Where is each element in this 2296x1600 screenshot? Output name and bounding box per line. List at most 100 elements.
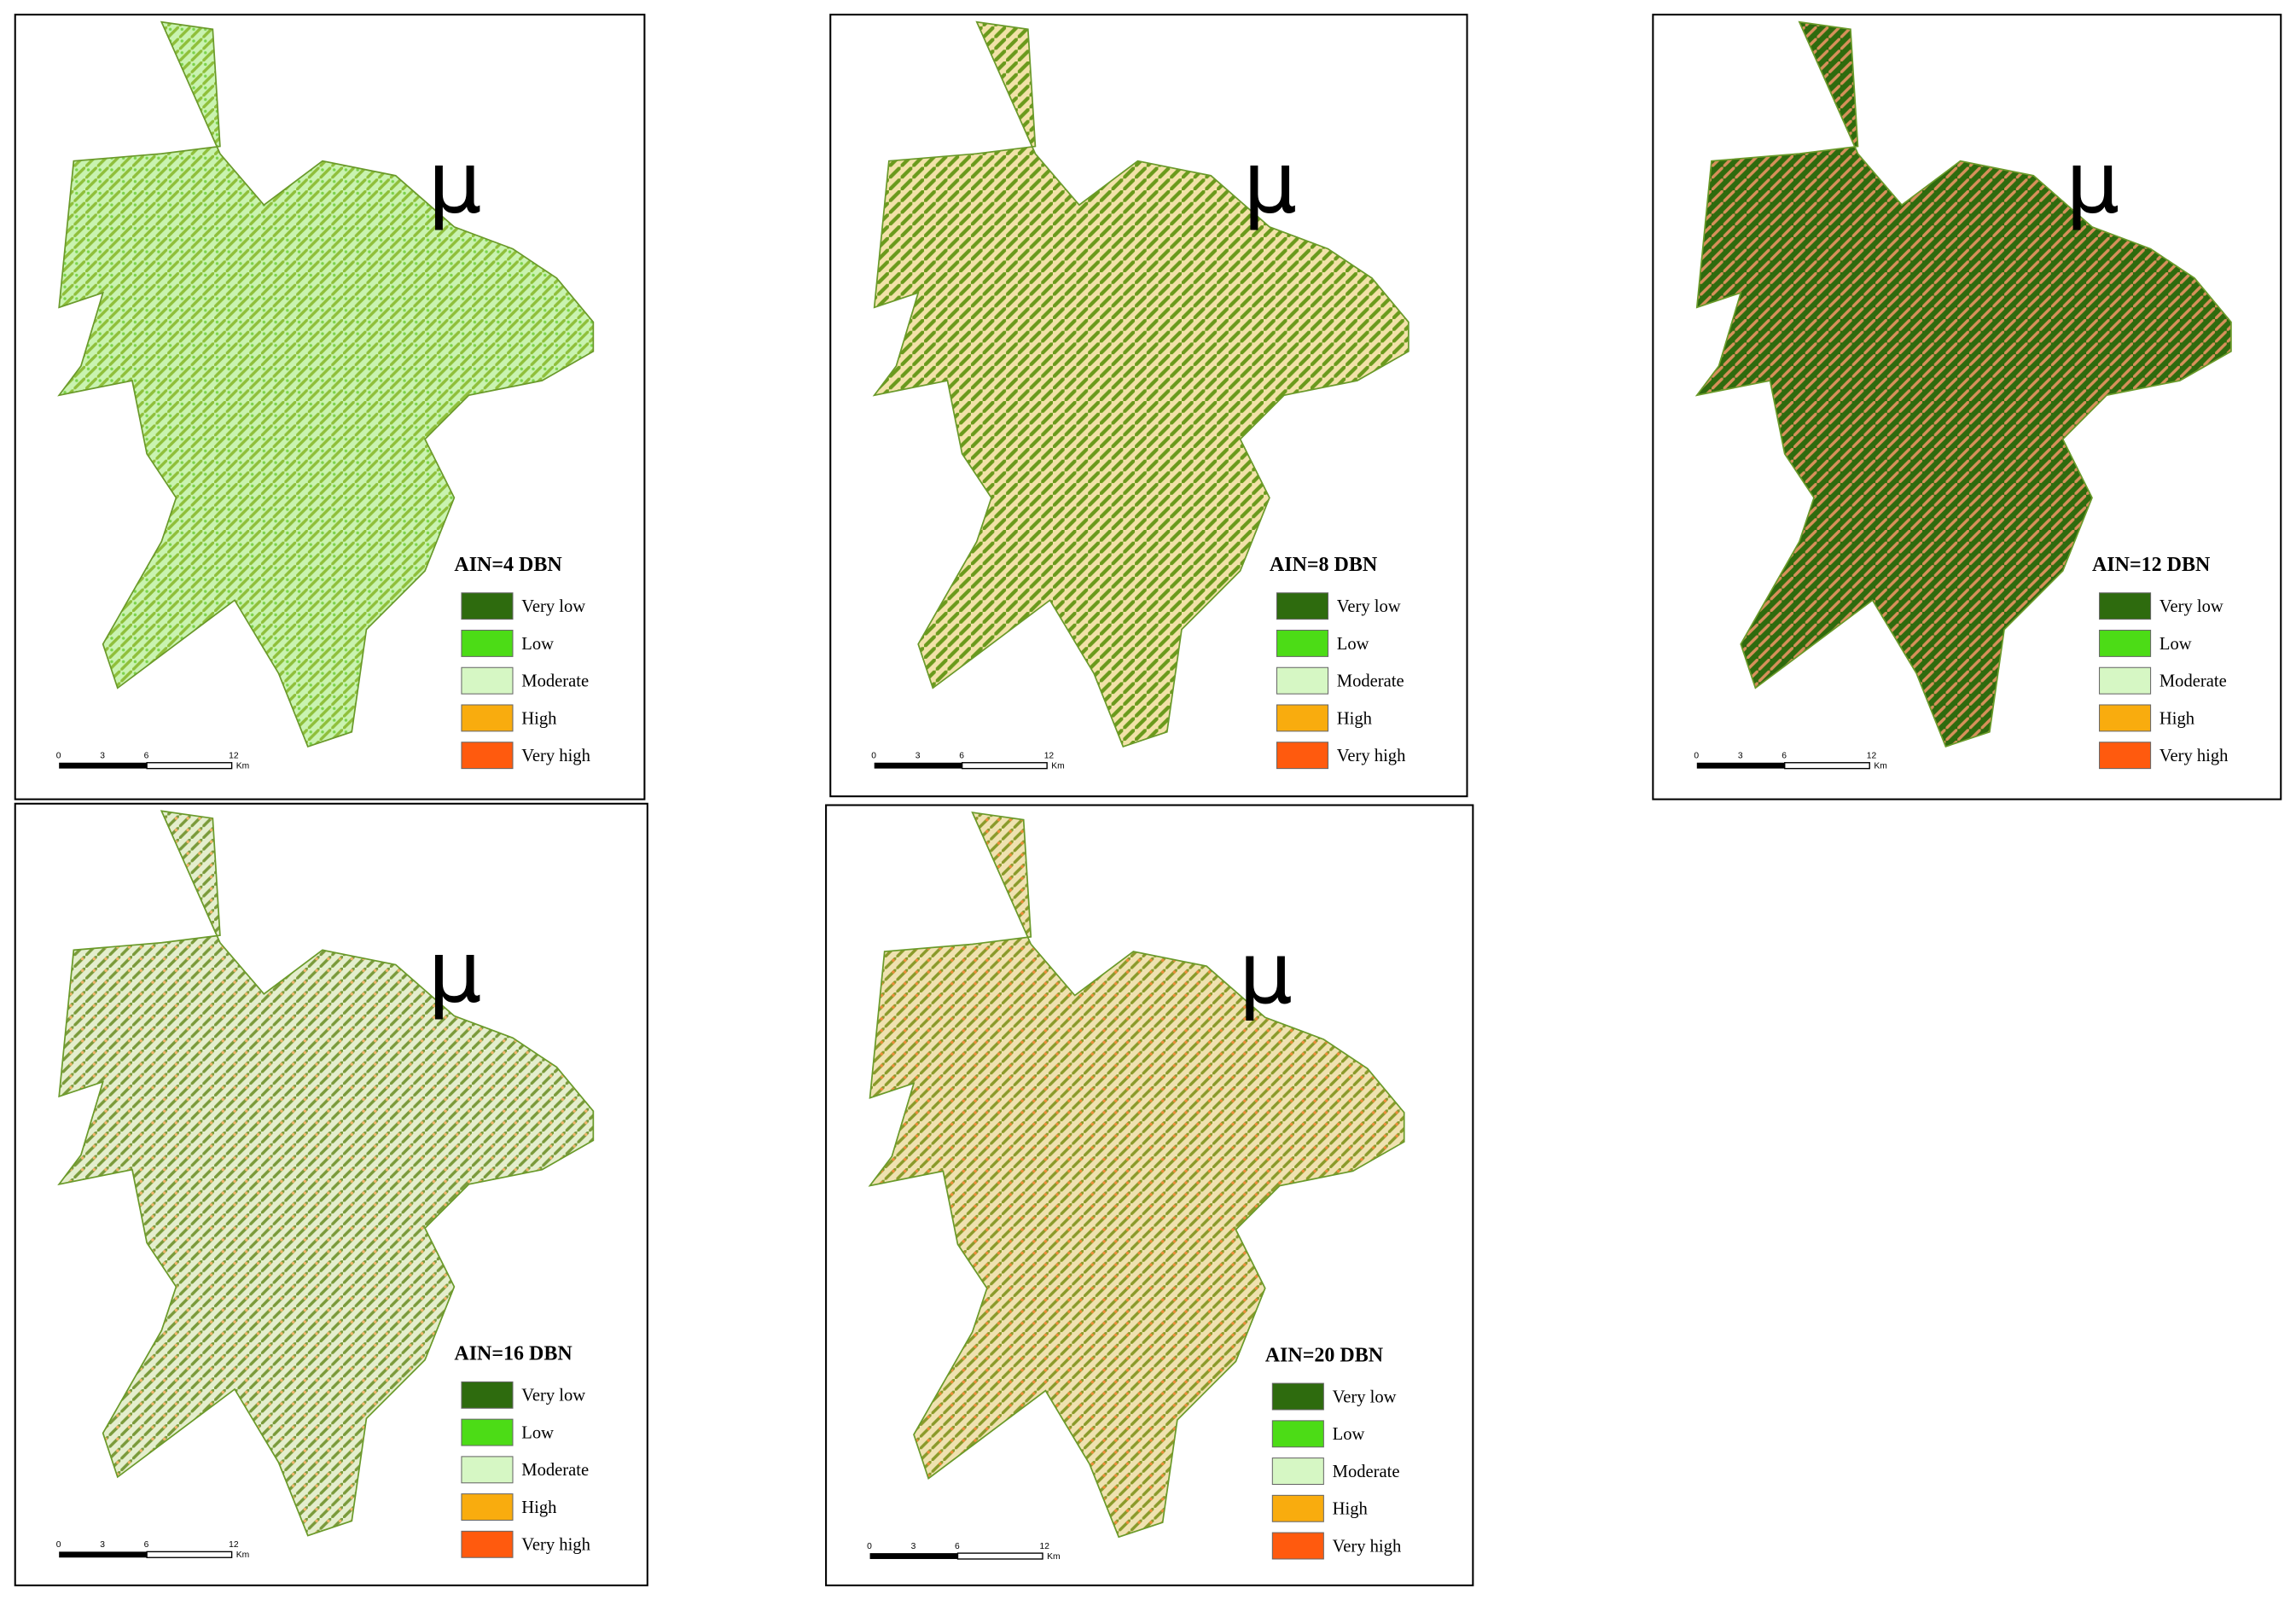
scale-label: Km <box>236 762 249 771</box>
legend-swatch <box>461 1530 514 1558</box>
map-panel: μ AIN=20 DBN Very low Low Moderate High Very h… <box>825 804 1474 1586</box>
legend-label: Very low <box>1333 1388 1397 1406</box>
legend-label: Very high <box>1337 747 1406 765</box>
scale-label: 6 <box>1782 752 1787 761</box>
legend-swatch <box>461 629 514 657</box>
basin-map <box>57 810 595 1537</box>
legend-swatch <box>2099 666 2152 695</box>
scale-bar <box>1696 762 1785 769</box>
legend-label: Low <box>521 1423 554 1442</box>
scale-label: 0 <box>867 1542 872 1551</box>
legend-swatch <box>2099 629 2152 657</box>
legend-title: AIN=16 DBN <box>454 1343 573 1365</box>
legend-swatch <box>2099 704 2152 732</box>
scale-bar <box>1784 762 1870 770</box>
scale-bar <box>869 1553 958 1559</box>
scale-bar <box>961 762 1048 770</box>
legend-swatch <box>1276 629 1329 657</box>
scale-label: 0 <box>1694 752 1699 761</box>
scale-label: 6 <box>955 1542 960 1551</box>
legend-label: Very low <box>1337 597 1401 616</box>
legend-label: Moderate <box>1337 672 1404 691</box>
scale-label: 12 <box>1867 752 1877 761</box>
legend-label: High <box>521 709 557 728</box>
legend-title: AIN=4 DBN <box>454 554 562 576</box>
legend-swatch <box>461 1493 514 1521</box>
north-arrow: μ <box>1243 135 1297 233</box>
basin-map <box>872 20 1410 748</box>
scale-label: 12 <box>1044 752 1055 761</box>
legend-label: Very high <box>521 1536 590 1555</box>
scale-bar <box>59 762 148 769</box>
legend-label: Very high <box>521 747 590 765</box>
legend-swatch <box>1271 1420 1324 1448</box>
map-panel: μ AIN=8 DBN Very low Low Moderate High Very hi… <box>829 14 1468 798</box>
legend-swatch <box>1271 1382 1324 1411</box>
scale-label: 3 <box>911 1542 916 1551</box>
scale-label: Km <box>236 1551 249 1560</box>
scale-label: 6 <box>959 752 964 761</box>
scale-label: Km <box>1047 1552 1060 1562</box>
legend-title: AIN=8 DBN <box>1270 554 1378 576</box>
legend-label: Moderate <box>521 672 589 691</box>
legend-label: Low <box>1337 635 1369 654</box>
north-arrow: μ <box>427 135 481 233</box>
legend-swatch <box>1271 1457 1324 1485</box>
legend-label: High <box>1333 1500 1369 1519</box>
legend-swatch <box>2099 592 2152 620</box>
legend-title: AIN=12 DBN <box>2092 554 2211 576</box>
legend-swatch <box>461 1418 514 1446</box>
legend-label: High <box>1337 709 1373 728</box>
scale-label: 6 <box>144 752 149 761</box>
legend-label: Moderate <box>1333 1463 1400 1481</box>
legend-label: Very low <box>2159 597 2223 616</box>
scale-label: 0 <box>56 752 61 761</box>
scale-bar <box>874 762 962 769</box>
legend-swatch <box>461 1381 514 1409</box>
legend-swatch <box>1271 1532 1324 1560</box>
scale-label: 0 <box>56 1540 61 1550</box>
legend-swatch <box>2099 742 2152 770</box>
basin-map <box>57 20 595 748</box>
legend-label: Low <box>2159 635 2192 654</box>
legend-label: Low <box>521 635 554 654</box>
legend-label: Very high <box>2159 747 2229 765</box>
scale-label: 6 <box>144 1540 149 1550</box>
legend-swatch <box>1276 592 1329 620</box>
scale-bar <box>146 762 233 770</box>
scale-label: 12 <box>229 1540 239 1550</box>
legend-swatch <box>1276 742 1329 770</box>
legend-swatch <box>1276 666 1329 695</box>
scale-label: 0 <box>871 752 876 761</box>
map-panel: μ AIN=12 DBN Very low Low Moderate High Very h… <box>1652 14 2282 800</box>
legend-label: Low <box>1333 1425 1365 1444</box>
scale-label: 3 <box>100 752 105 761</box>
scale-label: 12 <box>1040 1542 1050 1551</box>
legend-label: Very low <box>521 1387 585 1405</box>
scale-label: 3 <box>915 752 921 761</box>
scale-label: Km <box>1874 762 1886 771</box>
map-panel: μ AIN=16 DBN Very low Low Moderate High Very h… <box>14 802 648 1586</box>
legend-label: High <box>521 1498 557 1517</box>
basin-map <box>1694 20 2232 748</box>
legend-swatch <box>461 592 514 620</box>
scale-label: 3 <box>100 1540 105 1550</box>
legend-swatch <box>461 742 514 770</box>
legend-swatch <box>1276 704 1329 732</box>
map-panel: μ AIN=4 DBN Very low Low Moderate High Very hi… <box>14 14 646 800</box>
scale-label: 12 <box>229 752 239 761</box>
legend-swatch <box>461 1456 514 1484</box>
north-arrow: μ <box>427 923 481 1021</box>
scale-bar <box>956 1552 1043 1560</box>
scale-label: 3 <box>1738 752 1743 761</box>
legend-label: Moderate <box>2159 672 2227 691</box>
basin-map <box>868 812 1405 1539</box>
legend-title: AIN=20 DBN <box>1265 1344 1384 1366</box>
legend-swatch <box>461 666 514 695</box>
legend-label: High <box>2159 709 2195 728</box>
legend-swatch <box>461 704 514 732</box>
scale-label: Km <box>1051 762 1064 771</box>
legend-label: Very high <box>1333 1537 1402 1556</box>
legend-label: Moderate <box>521 1461 589 1480</box>
north-arrow: μ <box>2066 135 2119 233</box>
